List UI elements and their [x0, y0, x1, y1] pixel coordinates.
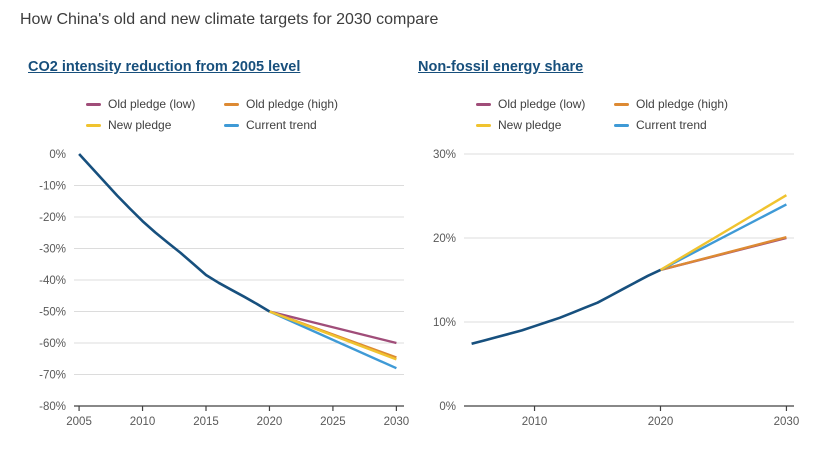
legend-label: Old pledge (low): [108, 97, 196, 111]
legend-label: Old pledge (high): [636, 97, 729, 111]
legend-label: Current trend: [246, 118, 317, 132]
y-tick-label: 20%: [433, 233, 456, 245]
x-tick-label: 2005: [66, 416, 92, 428]
y-tick-label: -20%: [39, 212, 66, 224]
y-tick-label: -50%: [39, 307, 66, 319]
y-tick-label: -10%: [39, 181, 66, 193]
legend-item-old-pledge-high: Old pledge (high): [224, 96, 410, 112]
x-tick-label: 2030: [774, 416, 800, 428]
legend-item-new-pledge: New pledge: [476, 117, 614, 133]
legend-label: New pledge: [108, 118, 172, 132]
legend-swatch-current-trend: [224, 123, 239, 127]
legend-label: Current trend: [636, 118, 707, 132]
legend-co2-intensity: Old pledge (low) Old pledge (high) New ple…: [86, 96, 410, 133]
x-tick-label: 2010: [522, 416, 548, 428]
x-tick-label: 2015: [193, 416, 219, 428]
series-old-pledge-low: [269, 310, 397, 345]
series-historical: [78, 153, 271, 313]
y-tick-label: 0%: [49, 149, 66, 161]
y-tick-label: 0%: [439, 401, 456, 413]
x-tick-label: 2020: [257, 416, 283, 428]
legend-item-current-trend: Current trend: [614, 117, 800, 133]
y-axis-labels: 30% 20% 10% 0%: [433, 149, 456, 413]
x-tick-label: 2010: [130, 416, 156, 428]
y-tick-label: -40%: [39, 275, 66, 287]
series-historical: [471, 268, 662, 346]
gridlines: [74, 185, 404, 375]
legend-swatch-current-trend: [614, 123, 629, 127]
chart-non-fossil: 2010 2020 2030 30% 20% 10% 0%: [433, 149, 800, 428]
series-old-pledge-high: [660, 236, 787, 272]
y-axis-labels: 0% -10% -20% -30% -40% -50% -60% -70% -80%: [39, 149, 66, 413]
legend-item-old-pledge-low: Old pledge (low): [476, 96, 614, 112]
x-tick-label: 2025: [320, 416, 346, 428]
legend-swatch-new-pledge: [476, 123, 491, 127]
x-axis: 2005 2010 2015 2020 2025 2030: [66, 405, 410, 428]
legend-label: New pledge: [498, 118, 562, 132]
legend-item-current-trend: Current trend: [224, 117, 410, 133]
legend-swatch-old-pledge-high: [224, 102, 239, 106]
legend-swatch-old-pledge-low: [476, 102, 491, 106]
x-tick-label: 2030: [384, 416, 410, 428]
legend-item-old-pledge-low: Old pledge (low): [86, 96, 224, 112]
x-axis: 2010 2020 2030: [464, 405, 800, 428]
y-tick-label: -60%: [39, 338, 66, 350]
x-tick-label: 2020: [648, 416, 674, 428]
legend-swatch-new-pledge: [86, 123, 101, 127]
legend-label: Old pledge (low): [498, 97, 586, 111]
chart-panel-non-fossil: Non-fossil energy share Old pledge (low)…: [418, 58, 800, 444]
y-tick-label: 10%: [433, 317, 456, 329]
y-tick-label: 30%: [433, 149, 456, 161]
chart-panel-co2-intensity: CO2 intensity reduction from 2005 level …: [28, 58, 410, 444]
legend-non-fossil: Old pledge (low) Old pledge (high) New ple…: [476, 96, 800, 133]
legend-item-old-pledge-high: Old pledge (high): [614, 96, 800, 112]
series-new-pledge: [659, 194, 788, 271]
gridlines: [464, 153, 794, 323]
legend-label: Old pledge (high): [246, 97, 339, 111]
page-title: How China's old and new climate targets …: [20, 11, 439, 28]
legend-swatch-old-pledge-low: [86, 102, 101, 106]
legend-swatch-old-pledge-high: [614, 102, 629, 106]
y-tick-label: -30%: [39, 244, 66, 256]
chart-title-non-fossil: Non-fossil energy share: [418, 59, 584, 75]
chart-co2-intensity: 2005 2010 2015 2020 2025 2030 0% -10% -20% -30% -4…: [39, 149, 410, 428]
y-tick-label: -80%: [39, 401, 66, 413]
series-current-trend: [269, 310, 397, 370]
series-new-pledge: [269, 310, 397, 361]
series-current-trend: [659, 203, 787, 271]
legend-item-new-pledge: New pledge: [86, 117, 224, 133]
y-tick-label: -70%: [39, 370, 66, 382]
chart-title-co2-intensity: CO2 intensity reduction from 2005 level: [28, 59, 301, 75]
